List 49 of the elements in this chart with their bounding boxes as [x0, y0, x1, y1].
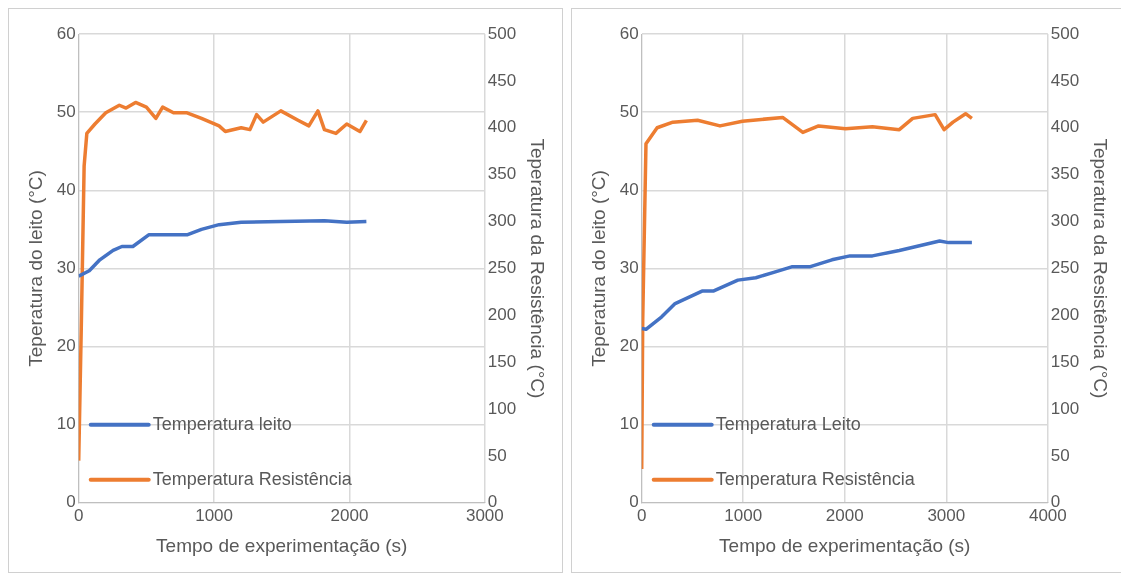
y2-tick-label: 400	[487, 117, 517, 137]
y-tick-label: 10	[619, 414, 639, 434]
y-tick-label: 30	[56, 258, 76, 278]
y-tick-label: 50	[619, 101, 639, 121]
y-tick-label: 20	[619, 336, 639, 356]
y2-tick-label: 350	[1050, 164, 1080, 184]
y-tick-label: 60	[619, 23, 639, 43]
y2-tick-label: 200	[1050, 304, 1080, 324]
x-axis-title: Tempo de experimentação (s)	[719, 534, 971, 556]
y2-axis-title: Teperatura da Resistência (°C)	[527, 138, 549, 399]
y2-tick-label: 300	[1050, 211, 1080, 231]
y-tick-label: 40	[619, 179, 639, 199]
y-tick-label: 40	[56, 179, 76, 199]
x-axis-title: Tempo de experimentação (s)	[156, 534, 408, 556]
y2-tick-label: 300	[487, 211, 517, 231]
y-tick-label: 30	[619, 258, 639, 278]
y-tick-label: 0	[66, 492, 76, 512]
y-axis-title: Teperatura do leito (°C)	[587, 170, 609, 367]
x-tick-label: 2000	[825, 505, 864, 525]
y2-tick-label: 500	[1050, 23, 1080, 43]
legend-label: Temperatura Resistência	[715, 468, 916, 489]
y2-tick-label: 450	[1050, 70, 1080, 90]
y2-tick-label: 200	[487, 304, 517, 324]
x-tick-label: 3000	[927, 505, 966, 525]
y2-tick-label: 150	[487, 351, 517, 371]
y2-tick-label: 450	[487, 70, 517, 90]
y-tick-label: 60	[56, 23, 76, 43]
x-tick-label: 2000	[330, 505, 369, 525]
y2-tick-label: 250	[487, 258, 517, 278]
y2-axis-title: Teperatura da Resistência (°C)	[1090, 138, 1112, 399]
y-tick-label: 0	[629, 492, 639, 512]
legend-label: Temperatura Leito	[715, 413, 861, 434]
y2-tick-label: 350	[487, 164, 517, 184]
y-tick-label: 10	[56, 414, 76, 434]
y2-tick-label: 500	[487, 23, 517, 43]
y-axis-title: Teperatura do leito (°C)	[24, 170, 46, 367]
y2-tick-label: 400	[1050, 117, 1080, 137]
legend-label: Temperatura Resistência	[152, 468, 353, 489]
y2-tick-label: 150	[1050, 351, 1080, 371]
y2-tick-label: 50	[487, 445, 507, 465]
y2-tick-label: 250	[1050, 258, 1080, 278]
y-tick-label: 50	[56, 101, 76, 121]
x-tick-label: 1000	[724, 505, 763, 525]
y2-tick-label: 100	[1050, 398, 1080, 418]
y-tick-label: 20	[56, 336, 76, 356]
y2-tick-label: 50	[1050, 445, 1070, 465]
y2-tick-label: 100	[487, 398, 517, 418]
legend-label: Temperatura leito	[152, 413, 292, 434]
x-tick-label: 1000	[195, 505, 233, 525]
